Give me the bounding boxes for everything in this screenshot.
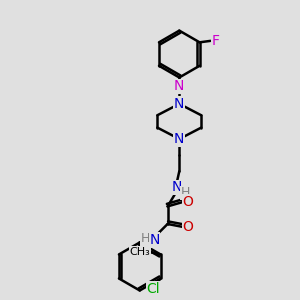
Text: H: H (181, 186, 190, 199)
Text: N: N (174, 97, 184, 111)
Text: O: O (183, 220, 194, 234)
Text: H: H (140, 232, 150, 245)
Text: F: F (212, 34, 220, 48)
Text: O: O (183, 195, 194, 209)
Text: N: N (171, 180, 182, 194)
Text: N: N (174, 79, 184, 93)
Text: N: N (174, 132, 184, 146)
Text: Cl: Cl (146, 282, 160, 296)
Text: N: N (149, 233, 160, 247)
Text: CH₃: CH₃ (130, 247, 150, 256)
